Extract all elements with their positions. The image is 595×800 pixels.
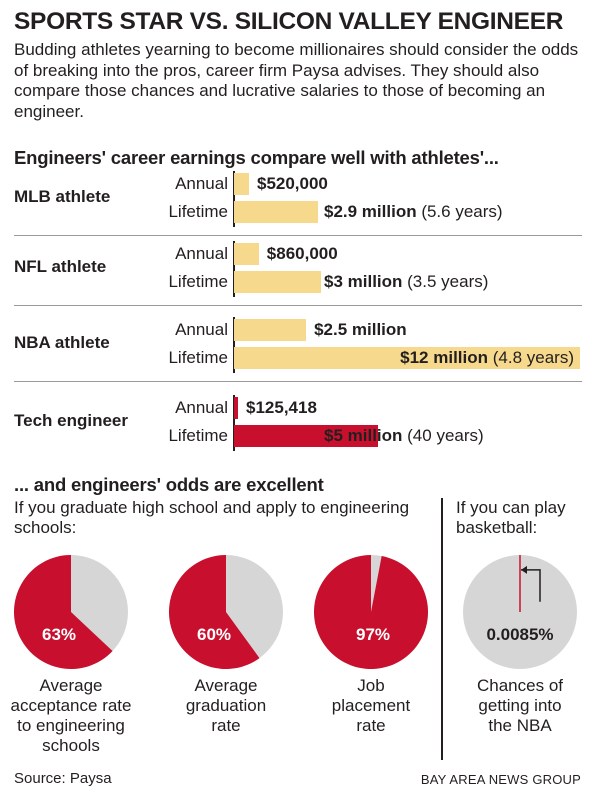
mlb-athlete-lifetime-label: Lifetime — [168, 202, 228, 221]
nfl-athlete-lifetime-amount: $3 million — [324, 272, 403, 291]
group-divider — [14, 305, 582, 306]
pie-caption: Average graduation rate — [151, 676, 301, 736]
mlb-athlete-annual-bar — [234, 173, 249, 195]
pointer-arrow-icon — [521, 569, 541, 602]
pie-caption-line: the NBA — [488, 716, 552, 735]
nfl-athlete-lifetime-value: $3 million (3.5 years) — [324, 272, 488, 292]
nba-athlete-axis — [233, 317, 235, 373]
pie-caption-line: Average — [39, 676, 103, 695]
pie-caption-line: getting into — [478, 696, 562, 715]
pie-percent-label: 63% — [41, 625, 77, 644]
tech-engineer-annual-label: Annual — [175, 398, 228, 417]
nfl-athlete-annual-amount: $860,000 — [266, 244, 338, 263]
mlb-athlete-annual-amount: $520,000 — [256, 174, 328, 193]
tech-engineer-lifetime-value: $5 million (40 years) — [324, 426, 484, 446]
pie-value-slice — [314, 555, 428, 669]
bar-section-title: Engineers' career earnings compare well … — [14, 147, 499, 168]
pie-caption-line: placement — [331, 696, 411, 715]
pie-chart-4 — [463, 555, 577, 669]
pie-percent-label: 0.0085% — [486, 625, 554, 644]
pie-caption: Chances of getting into the NBA — [445, 676, 595, 736]
tech-engineer-annual-bar — [234, 397, 238, 419]
nba-athlete-annual-amount: $2.5 million — [314, 320, 407, 339]
nfl-athlete-annual-bar — [234, 243, 259, 265]
pie-caption-line: rate — [356, 716, 386, 735]
pie-caption-line: Job — [357, 676, 385, 695]
pie-caption-line: to engineering — [17, 716, 125, 735]
pie-chart-2 — [169, 555, 283, 669]
mlb-athlete-years-note: (5.6 years) — [416, 202, 503, 221]
nba-athlete-annual-bar — [234, 319, 307, 341]
pie-chart-3 — [314, 555, 428, 669]
nfl-athlete-lifetime-bar — [234, 271, 321, 293]
chart-title: SPORTS STAR VS. SILICON VALLEY ENGINEER — [14, 8, 564, 35]
pie-caption: Job placement rate — [296, 676, 446, 736]
nba-athlete-years-note: (4.8 years) — [488, 348, 574, 367]
pie-caption: Average acceptance rate to engineering scho… — [0, 676, 146, 756]
odds-section-title: ... and engineers' odds are excellent — [14, 474, 324, 495]
tech-engineer-lifetime-amount: $5 million — [324, 426, 403, 445]
arrow-head-icon — [521, 565, 527, 574]
pie-percent-label: 97% — [355, 625, 391, 644]
nba-athlete-lifetime-value: $12 million (4.8 years) — [400, 348, 574, 368]
pie-caption-line: acceptance rate — [10, 696, 132, 715]
nfl-athlete-lifetime-label: Lifetime — [168, 272, 228, 291]
pie-caption-line: rate — [211, 716, 241, 735]
pie-caption-line: graduation — [185, 696, 267, 715]
mlb-athlete-lifetime-amount: $2.9 million — [324, 202, 417, 221]
mlb-athlete-annual-label: Annual — [175, 174, 228, 193]
group-divider — [14, 381, 582, 382]
nba-athlete-annual-label: Annual — [175, 320, 228, 339]
tech-engineer-label: Tech engineer — [14, 411, 128, 430]
section-divider — [441, 498, 443, 760]
pie-value-slice — [14, 555, 113, 669]
nfl-athlete-label: NFL athlete — [14, 257, 107, 276]
publisher-credit: BAY AREA NEWS GROUP — [420, 772, 581, 787]
nba-athlete-lifetime-bar — [234, 347, 580, 369]
nba-athlete-label: NBA athlete — [14, 333, 110, 352]
tech-engineer-years-note: (40 years) — [402, 426, 484, 445]
tech-engineer-lifetime-label: Lifetime — [168, 426, 228, 445]
nba-athlete-lifetime-amount: $12 million — [400, 348, 489, 367]
nfl-athlete-axis — [233, 241, 235, 297]
nfl-athlete-years-note: (3.5 years) — [402, 272, 489, 291]
mlb-athlete-lifetime-value: $2.9 million (5.6 years) — [324, 202, 503, 222]
pie-chart-1 — [14, 555, 128, 669]
engineering-lead-text: If you graduate high school and apply to… — [14, 498, 410, 537]
tech-engineer-annual-value: $125,418 — [246, 398, 317, 418]
pie-caption-line: Average — [194, 676, 258, 695]
source-note: Source: Paysa — [14, 770, 112, 787]
intro-text: Budding athletes yearning to become mill… — [14, 40, 579, 121]
nfl-athlete-annual-value: $860,000 — [267, 244, 338, 264]
pie-caption-line: Chances of — [477, 676, 563, 695]
nba-athlete-annual-value: $2.5 million — [314, 320, 407, 340]
pie-value-slice — [169, 555, 260, 669]
mlb-athlete-lifetime-bar — [234, 201, 318, 223]
tech-engineer-annual-amount: $125,418 — [246, 398, 317, 417]
nba-athlete-lifetime-label: Lifetime — [168, 348, 228, 367]
mlb-athlete-annual-value: $520,000 — [257, 174, 328, 194]
basketball-lead-text: If you can play basketball: — [456, 498, 566, 537]
pie-percent-label: 60% — [196, 625, 232, 644]
nfl-athlete-annual-label: Annual — [175, 244, 228, 263]
pie-caption-line: schools — [42, 736, 100, 755]
tech-engineer-axis — [233, 395, 235, 451]
mlb-athlete-label: MLB athlete — [14, 187, 111, 206]
mlb-athlete-axis — [233, 171, 235, 227]
group-divider — [14, 235, 582, 236]
tech-engineer-lifetime-bar — [234, 425, 379, 447]
